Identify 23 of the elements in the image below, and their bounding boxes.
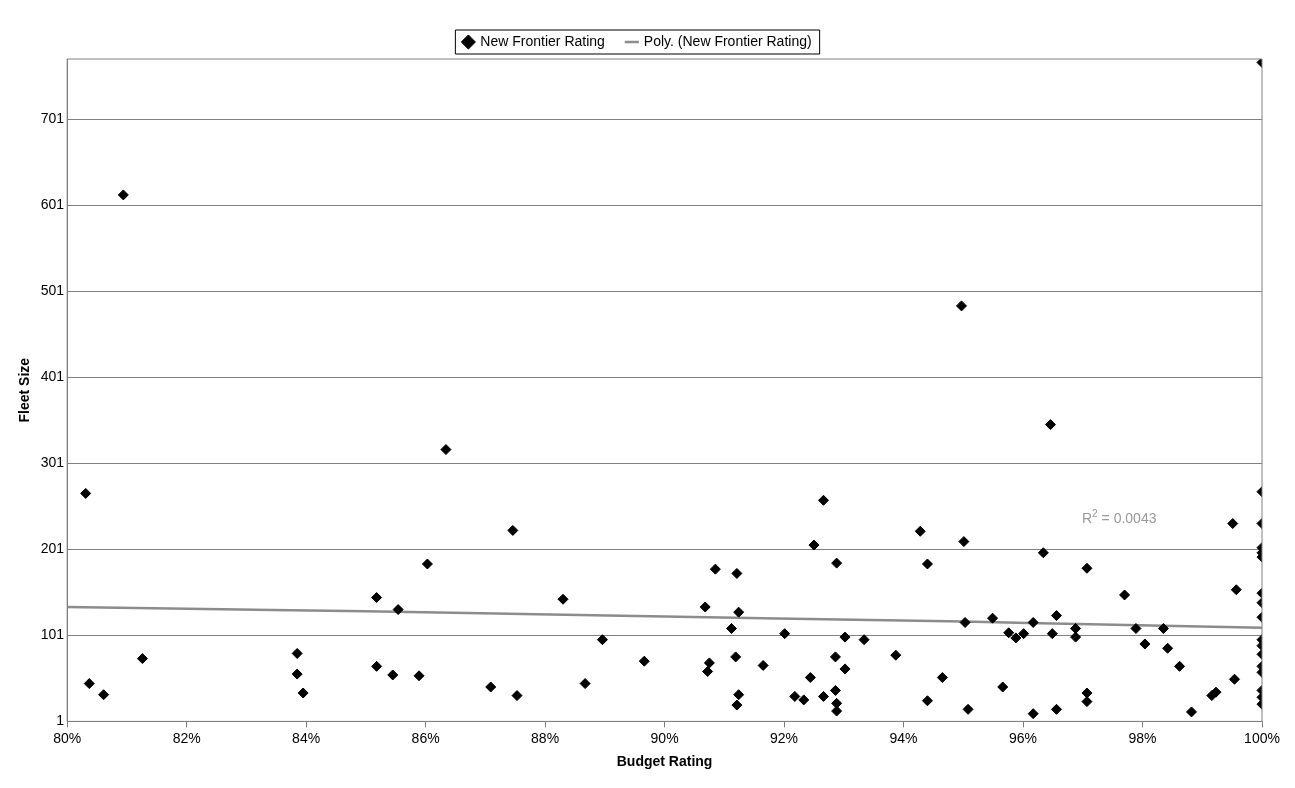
legend-label: New Frontier Rating bbox=[480, 32, 605, 49]
x-tick-label: 92% bbox=[770, 729, 799, 746]
x-tick-label: 96% bbox=[1009, 729, 1038, 746]
x-tick-label: 88% bbox=[531, 729, 560, 746]
legend-label: Poly. (New Frontier Rating) bbox=[643, 32, 812, 49]
x-axis-title: Budget Rating bbox=[616, 753, 713, 770]
x-tick-label: 94% bbox=[889, 729, 918, 746]
y-tick-label: 501 bbox=[40, 282, 65, 299]
y-tick-label: 301 bbox=[40, 454, 65, 471]
y-axis-title: Fleet Size bbox=[16, 357, 33, 423]
y-tick-label: 1 bbox=[56, 712, 65, 729]
y-tick-label: 201 bbox=[40, 540, 65, 557]
x-tick-label: 80% bbox=[53, 729, 82, 746]
x-tick-label: 90% bbox=[650, 729, 679, 746]
x-tick-label: 84% bbox=[292, 729, 321, 746]
y-tick-label: 401 bbox=[40, 368, 65, 385]
x-tick-label: 86% bbox=[411, 729, 440, 746]
y-tick-label: 601 bbox=[40, 196, 65, 213]
x-tick-label: 98% bbox=[1128, 729, 1157, 746]
y-tick-label: 701 bbox=[40, 110, 65, 127]
x-tick-label: 100% bbox=[1244, 729, 1280, 746]
x-tick-label: 82% bbox=[172, 729, 201, 746]
y-tick-label: 101 bbox=[40, 626, 65, 643]
